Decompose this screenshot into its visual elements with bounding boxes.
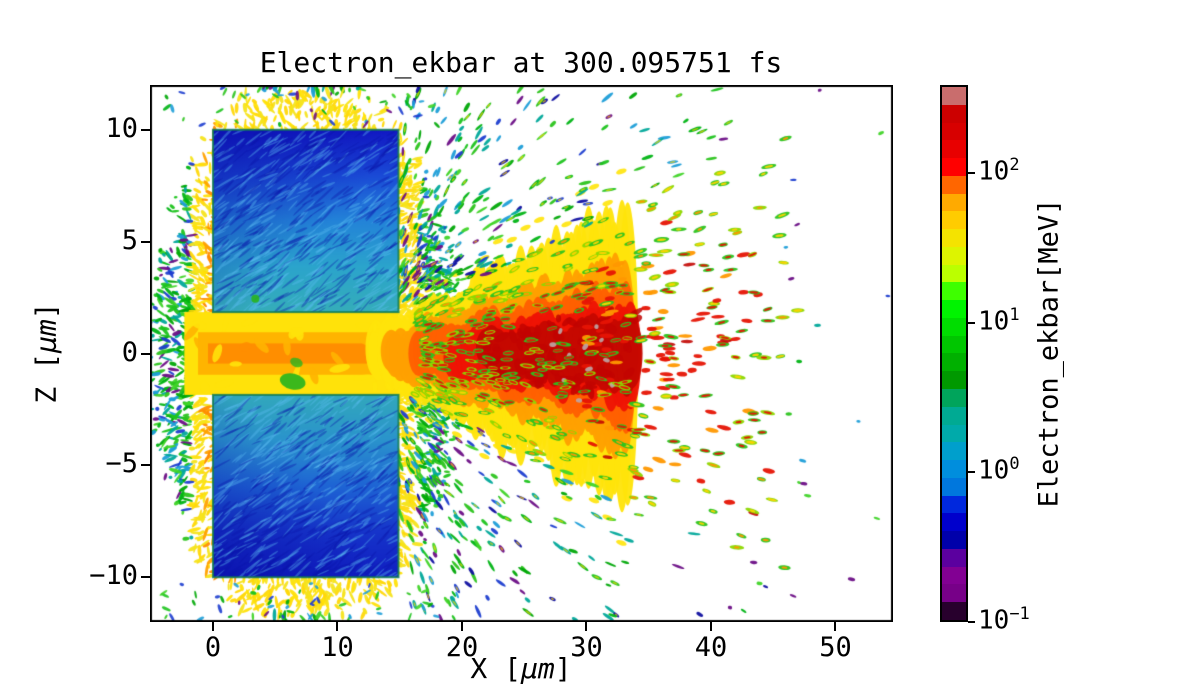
colorbar-block xyxy=(942,513,966,532)
colorbar-block xyxy=(942,477,966,496)
colorbar-tick-label: 100 xyxy=(978,454,1020,486)
x-tick-mark xyxy=(709,622,712,631)
colorbar-tick-mark xyxy=(968,171,975,174)
x-tick-mark xyxy=(585,622,588,631)
colorbar-block xyxy=(942,371,966,390)
colorbar-tick-label: 101 xyxy=(978,304,1020,337)
y-tick-mark xyxy=(141,352,150,355)
y-tick-label: −5 xyxy=(105,448,138,480)
colorbar-block xyxy=(942,87,966,105)
x-tick-mark xyxy=(336,622,339,631)
colorbar-tick-mark xyxy=(968,621,975,623)
x-tick-label: 10 xyxy=(321,632,354,663)
colorbar-tick-mark xyxy=(968,321,975,324)
colorbar-block xyxy=(942,424,966,443)
colorbar-block xyxy=(942,335,966,354)
y-tick-label: 5 xyxy=(121,224,138,256)
y-tick-label: 0 xyxy=(121,336,138,368)
x-tick-mark xyxy=(211,622,214,631)
colorbar-block xyxy=(942,211,966,230)
colorbar-block xyxy=(942,548,966,567)
colorbar xyxy=(940,85,968,622)
chart-title: Electron_ekbar at 300.095751 fs xyxy=(259,46,783,79)
colorbar-block xyxy=(942,566,966,585)
x-tick-label: 40 xyxy=(694,632,728,663)
x-axis-label-suffix: ] xyxy=(554,652,572,685)
colorbar-block xyxy=(942,122,966,141)
colorbar-block xyxy=(942,282,966,301)
colorbar-block xyxy=(942,317,966,336)
y-tick-mark xyxy=(141,240,150,243)
colorbar-block xyxy=(942,442,966,461)
heatmap-plot xyxy=(150,85,893,622)
x-axis-label-text: X [ xyxy=(470,652,521,685)
y-tick-mark xyxy=(141,128,150,131)
colorbar-block xyxy=(942,406,966,425)
y-tick-mark xyxy=(141,464,150,467)
colorbar-block xyxy=(942,389,966,407)
colorbar-block xyxy=(942,175,966,194)
colorbar-block xyxy=(942,584,966,603)
colorbar-tick-mark xyxy=(968,471,975,474)
colorbar-block xyxy=(942,531,966,549)
colorbar-block xyxy=(942,140,966,159)
colorbar-block xyxy=(942,104,966,123)
y-tick-label: 10 xyxy=(105,112,138,144)
colorbar-block xyxy=(942,229,966,247)
colorbar-tick-label: 102 xyxy=(978,154,1020,187)
colorbar-block xyxy=(942,246,966,265)
y-tick-mark xyxy=(141,576,150,579)
colorbar-block xyxy=(942,264,966,283)
x-tick-label: 20 xyxy=(445,632,479,663)
colorbar-block xyxy=(942,353,966,372)
x-tick-label: 0 xyxy=(204,632,222,663)
x-axis-label: X [µm] xyxy=(470,652,571,685)
x-tick-mark xyxy=(460,622,463,631)
x-tick-mark xyxy=(834,622,837,631)
colorbar-tick-label: 10−1 xyxy=(978,604,1030,636)
x-tick-label: 30 xyxy=(570,632,603,663)
colorbar-block xyxy=(942,495,966,514)
x-tick-label: 50 xyxy=(819,632,852,663)
y-tick-label: −10 xyxy=(89,560,138,592)
colorbar-block xyxy=(942,602,966,620)
colorbar-block xyxy=(942,193,966,212)
colorbar-label: Electron_ekbar[MeV] xyxy=(1033,198,1065,508)
y-axis-label-suffix: ] xyxy=(29,302,63,320)
x-axis-unit: µm xyxy=(521,652,555,685)
colorbar-block xyxy=(942,460,966,478)
colorbar-block xyxy=(942,300,966,318)
colorbar-block xyxy=(942,158,966,176)
